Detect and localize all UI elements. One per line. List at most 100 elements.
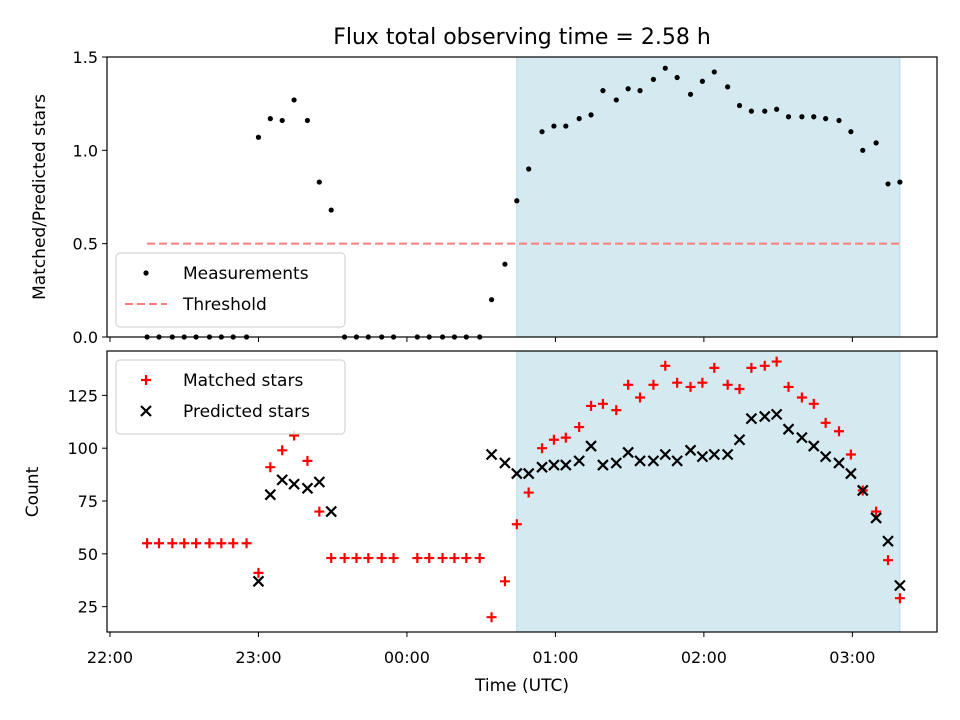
bottom-panel-series-matched-stars-point xyxy=(363,553,374,564)
bottom-panel-series-predicted-stars-point xyxy=(894,579,906,592)
top-panel-series-measurements-point xyxy=(316,179,322,185)
bottom-panel-series-matched-stars-point xyxy=(191,538,202,549)
bottom-panel-series-predicted-stars-point xyxy=(758,410,771,423)
top-panel-y-tick-label: 1.5 xyxy=(73,48,98,67)
top-panel-series-measurements-point xyxy=(711,69,717,75)
bottom-panel-series-matched-stars-point xyxy=(560,432,571,443)
bottom-panel-series-predicted-stars-point xyxy=(597,459,609,471)
bottom-panel-series-matched-stars-point xyxy=(376,553,387,564)
top-panel-series-measurements-point xyxy=(873,140,879,146)
bottom-panel-series-matched-stars-point xyxy=(486,612,497,623)
top-panel-series-measurements-point xyxy=(860,147,866,153)
bottom-panel-series-matched-stars-point xyxy=(449,553,460,564)
bottom-panel-series-matched-stars-point xyxy=(623,379,634,390)
bottom-panel-series-matched-stars-point xyxy=(523,487,534,498)
bottom-panel-legend-predicted-stars-label: Predicted stars xyxy=(183,402,310,422)
bottom-panel-series-matched-stars-point xyxy=(412,553,423,564)
top-panel-y-tick-label: 1.0 xyxy=(73,141,98,160)
bottom-panel-series-predicted-stars-point xyxy=(733,433,746,446)
top-panel: 0.0 0.5 1.0 1.5 Measurements Threshold xyxy=(73,48,938,347)
bottom-panel-series-matched-stars-point xyxy=(709,362,720,373)
bottom-panel-series-predicted-stars-point xyxy=(499,457,511,469)
bottom-panel-series-predicted-stars-point xyxy=(548,459,560,471)
bottom-panel-series-matched-stars-point xyxy=(871,506,882,517)
top-panel-series-measurements-point xyxy=(588,112,594,118)
bottom-panel-series-predicted-stars-point xyxy=(782,423,795,435)
bottom-panel-series-predicted-stars-point xyxy=(573,455,585,467)
top-panel-series-measurements-point xyxy=(551,123,557,129)
bottom-panel-y-tick-label: 25 xyxy=(78,598,98,617)
top-panel-series-measurements-point xyxy=(576,116,582,122)
bottom-panel-series-predicted-stars-point xyxy=(522,467,535,480)
top-panel-legend-threshold-label: Threshold xyxy=(182,295,267,315)
x-tick-label: 01:00 xyxy=(532,648,578,667)
bottom-panel-series-matched-stars-point xyxy=(734,384,745,395)
bottom-panel-series-matched-stars-point xyxy=(499,576,510,587)
top-panel-series-measurements-point xyxy=(736,102,743,109)
top-panel-series-measurements-point xyxy=(785,114,792,120)
bottom-panel-series-matched-stars-point xyxy=(241,538,252,549)
bottom-panel-series-matched-stars-point xyxy=(388,553,399,564)
top-panel-series-measurements-point xyxy=(267,116,273,122)
bottom-panel-y-tick-label: 100 xyxy=(67,439,98,458)
bottom-panel-series-matched-stars-point xyxy=(142,538,153,549)
bottom-panel-series-predicted-stars-point xyxy=(622,446,634,459)
bottom-panel-series-matched-stars-point xyxy=(808,398,819,409)
top-panel-series-measurements-point xyxy=(762,108,768,114)
bottom-panel-series-matched-stars-point xyxy=(597,398,608,409)
bottom-panel-series-matched-stars-point xyxy=(796,392,807,403)
bottom-panel-legend-predicted-stars-swatch xyxy=(140,405,152,417)
bottom-panel-series-matched-stars-point xyxy=(883,555,894,566)
bottom-panel-series-matched-stars-point xyxy=(153,538,164,549)
bottom-panel-series-matched-stars-point xyxy=(574,422,585,433)
top-panel-series-measurements-point xyxy=(699,78,706,84)
top-panel-series-measurements-point xyxy=(836,117,842,124)
bottom-panel-series-predicted-stars-point xyxy=(684,444,697,457)
top-panel-series-measurements-point xyxy=(637,88,643,94)
bottom-panel-series-matched-stars-point xyxy=(548,434,559,445)
top-panel-series-measurements-point xyxy=(897,179,903,185)
bottom-panel-series-predicted-stars-point xyxy=(301,482,314,495)
top-panel-legend: Measurements Threshold xyxy=(115,252,346,328)
top-panel-series-measurements-point xyxy=(848,129,854,135)
bottom-panel-legend-matched-stars-swatch xyxy=(141,375,151,385)
top-panel-series-measurements-point xyxy=(799,114,805,120)
bottom-panel-frame xyxy=(106,350,938,633)
bottom-panel-series-matched-stars-point xyxy=(424,553,435,564)
top-panel-frame xyxy=(106,56,938,338)
bottom-panel-series-predicted-stars-point xyxy=(882,535,894,547)
bottom-panel-series-predicted-stars-point xyxy=(325,505,337,518)
chart-title: Flux total observing time = 2.58 h xyxy=(333,25,711,50)
bottom-panel-series-matched-stars-point xyxy=(339,553,350,564)
bottom-panel-series-matched-stars-point xyxy=(537,443,548,454)
bottom-panel-series-matched-stars-point xyxy=(351,553,362,564)
top-panel-series-measurements-point xyxy=(774,106,780,112)
bottom-panel-series-predicted-stars-point xyxy=(708,448,721,461)
top-panel-legend-measurements-swatch xyxy=(143,270,149,276)
top-panel-series-measurements-point xyxy=(328,207,334,213)
bottom-panel-series-matched-stars-point xyxy=(511,519,522,530)
top-panel-series-measurements-point xyxy=(279,117,285,124)
x-tick-label: 02:00 xyxy=(681,648,727,667)
top-panel-y-tick-label: 0.0 xyxy=(73,328,98,347)
bottom-panel-y-tick-label: 50 xyxy=(78,545,98,564)
bottom-panel-series-predicted-stars-point xyxy=(745,412,758,425)
bottom-panel-series-matched-stars-point xyxy=(302,455,313,466)
bottom-panel-series-predicted-stars-point xyxy=(536,461,548,473)
bottom-panel-series-predicted-stars-point xyxy=(807,440,820,452)
bottom-panel-series-matched-stars-point xyxy=(746,362,757,373)
bottom-panel-series-predicted-stars-point xyxy=(671,455,683,467)
bottom-panel-series-predicted-stars-point xyxy=(721,448,734,461)
bottom-panel-series-predicted-stars-point xyxy=(819,450,832,463)
top-panel-series-measurements-point xyxy=(600,88,606,94)
bottom-panel-series-predicted-stars-point xyxy=(696,450,709,463)
bottom-panel-series-predicted-stars-point xyxy=(647,455,660,467)
bottom-panel-series-matched-stars-point xyxy=(314,506,325,517)
top-panel-series-measurements-point xyxy=(539,129,545,135)
top-panel-series-measurements-point xyxy=(613,97,619,103)
bottom-panel-series-predicted-stars-point xyxy=(485,448,498,461)
bottom-panel-y-tick-label: 125 xyxy=(67,386,98,405)
bottom-panel-series-matched-stars-point xyxy=(167,538,178,549)
bottom-panel-y-label: Count xyxy=(23,466,43,517)
